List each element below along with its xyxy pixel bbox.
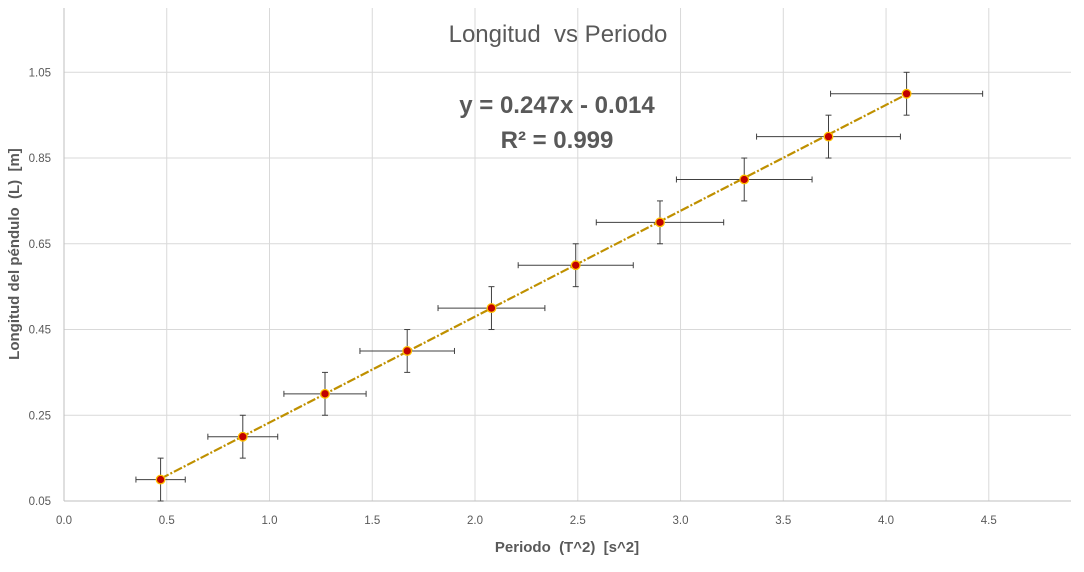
data-point: [570, 260, 581, 271]
x-tick-label: 3.5: [775, 515, 791, 527]
x-tick-label: 1.0: [262, 515, 278, 527]
x-tick-label: 0.0: [56, 515, 72, 527]
data-point: [320, 388, 330, 399]
data-point: [823, 131, 834, 142]
grid: [64, 8, 1071, 501]
data-point: [155, 474, 166, 485]
data-point: [901, 88, 912, 99]
y-axis-label: Longitud del péndulo (L) [m]: [6, 148, 23, 360]
x-tick-label: 3.0: [673, 515, 689, 527]
trendline: [160, 93, 908, 480]
tick-labels: 0.0 0.5 1.0 1.5 2.0 2.5 3.0 3.5 4.0 4.5 0.05 0.25 0.…: [29, 67, 997, 527]
trendline-r-squared: R² = 0.999: [501, 127, 614, 154]
x-tick-label: 1.5: [364, 515, 380, 527]
x-tick-label: 0.5: [159, 515, 175, 527]
trendline-equation: y = 0.247x - 0.014: [459, 92, 655, 119]
data-point: [237, 431, 248, 442]
chart-title: Longitud vs Periodo: [449, 21, 668, 48]
data-points: [155, 88, 912, 485]
y-tick-label: 0.05: [29, 496, 51, 508]
x-tick-label: 4.0: [878, 515, 894, 527]
data-point: [655, 217, 665, 228]
x-tick-label: 4.5: [981, 515, 997, 527]
data-point: [486, 303, 497, 314]
axes: [63, 8, 1071, 502]
y-tick-label: 0.45: [29, 325, 51, 337]
y-tick-label: 0.85: [29, 153, 51, 165]
data-point: [739, 174, 750, 185]
y-tick-label: 0.65: [29, 239, 51, 251]
x-tick-label: 2.5: [570, 515, 586, 527]
data-point: [402, 346, 413, 356]
x-axis-label: Periodo (T^2) [s^2]: [495, 539, 639, 556]
y-tick-label: 1.05: [29, 67, 51, 79]
y-tick-label: 0.25: [29, 410, 51, 422]
x-tick-label: 2.0: [467, 515, 483, 527]
trendline-layer: [160, 93, 908, 480]
